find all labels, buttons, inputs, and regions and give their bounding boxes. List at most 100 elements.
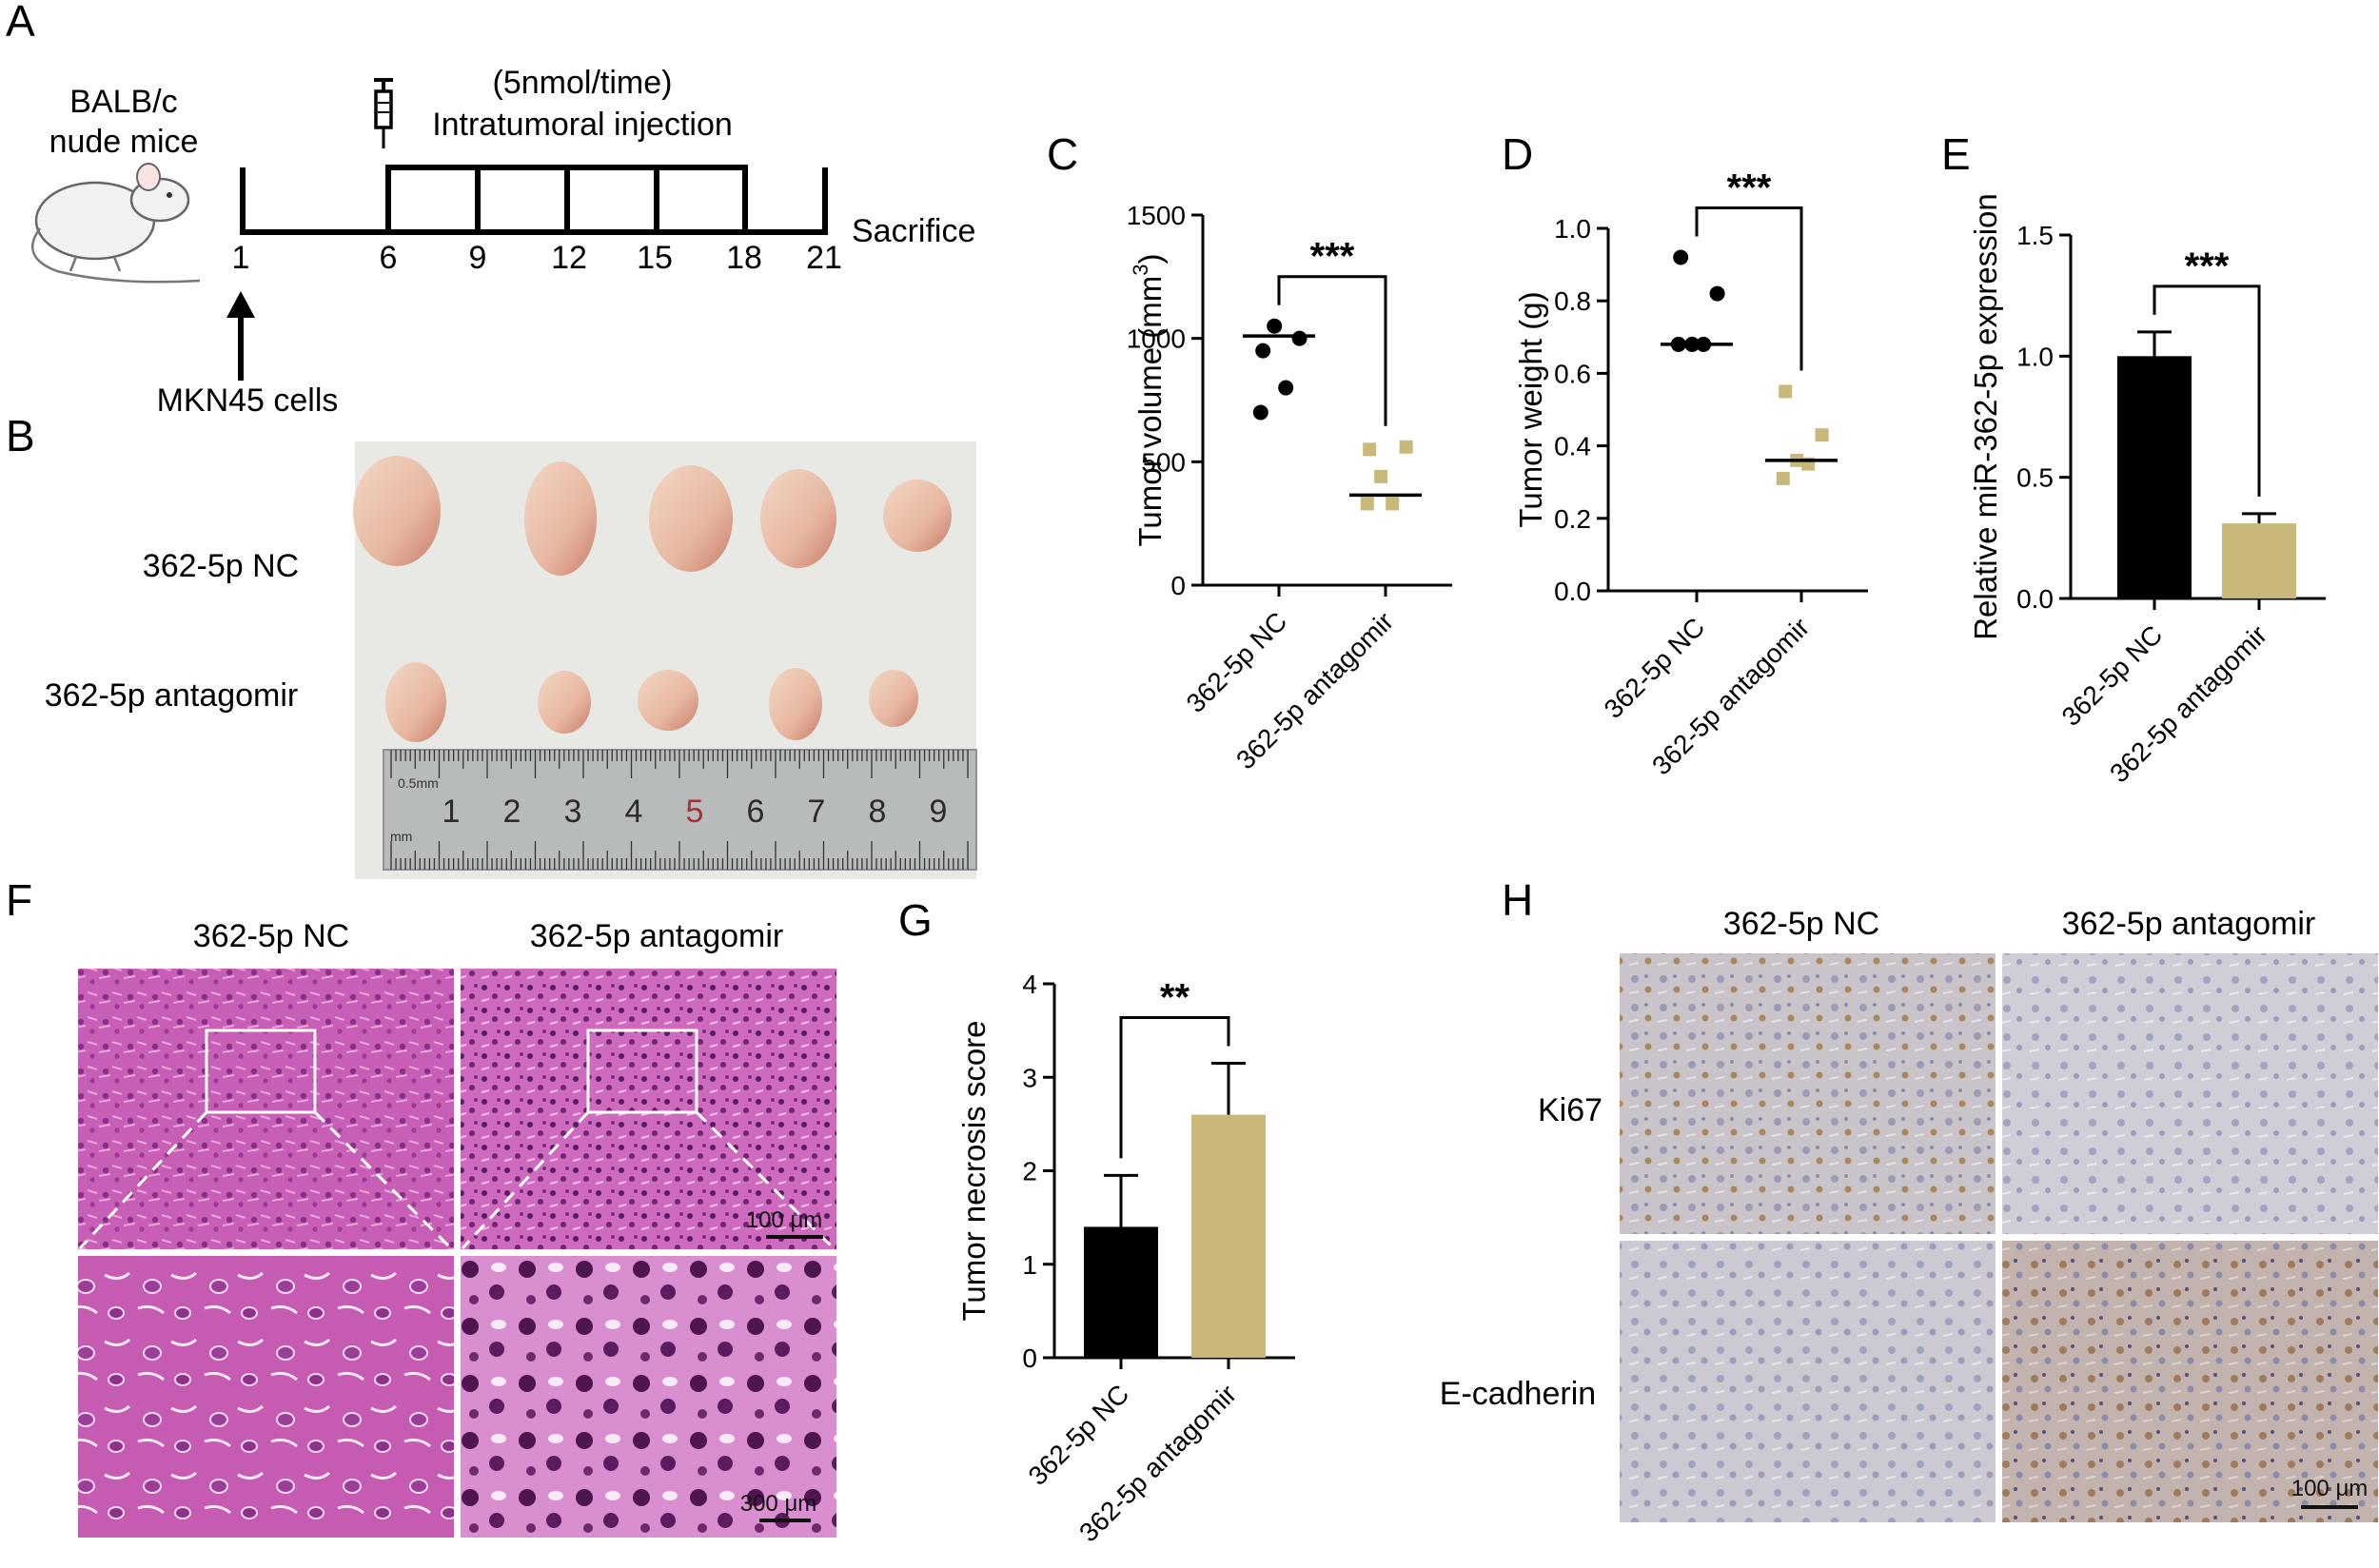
y-tick-label: 2 (1022, 1157, 1037, 1186)
panel-f-he-staining: 362-5p NC 362-5p antagomir 100 μm 300 μm (78, 918, 836, 1538)
data-point-antagomir (1776, 471, 1790, 485)
tumor-nc-1 (353, 456, 441, 566)
tumor-nc-5 (883, 480, 952, 552)
cells-label: MKN45 cells (157, 382, 339, 419)
significance-marker: ** (1160, 977, 1190, 1019)
bar-antagomir (1191, 1114, 1266, 1358)
tumor-ant-1 (385, 662, 446, 742)
data-point-antagomir (1374, 469, 1388, 483)
panel-a-schematic: BALB/c nude mice 1 6 9 12 15 18 21 Sacri… (30, 65, 975, 419)
ihc-ecad-nc (1620, 1241, 1996, 1522)
he-ant-inset-box (586, 1029, 698, 1114)
day-label-18: 18 (726, 240, 762, 276)
y-tick-label: 0.5 (2016, 463, 2054, 493)
y-tick-label: 0.8 (1554, 286, 1591, 316)
significance-bracket (1277, 275, 1387, 426)
ruler-number: 9 (930, 794, 948, 830)
h-row-label-ecadherin: E-cadherin (1440, 1376, 1596, 1412)
scale-label-300um-f: 300 μm (740, 1491, 817, 1517)
he-nc-overview (78, 969, 454, 1249)
panel-label-e: E (1941, 129, 1971, 179)
tumor-ant-5 (869, 670, 918, 727)
y-tick-label: 0 (1170, 571, 1186, 600)
he-antagomir-overview (461, 969, 836, 1249)
data-point-antagomir (1815, 428, 1829, 442)
y-tick-label: 1.0 (1554, 214, 1591, 244)
data-point-antagomir (1399, 440, 1413, 454)
bar-antagomir (2222, 523, 2296, 598)
data-point-antagomir (1386, 497, 1400, 511)
row-label-antagomir: 362-5p antagomir (45, 677, 299, 714)
ruler-number: 3 (564, 794, 582, 830)
ihc-ecad-antagomir (2002, 1241, 2378, 1522)
y-tick-label: 1000 (1127, 324, 1186, 354)
h-col-label-antagomir: 362-5p antagomir (2062, 906, 2316, 942)
data-point-nc (1291, 330, 1307, 346)
panel-label-f: F (6, 875, 32, 925)
y-tick-label: 1.0 (2016, 342, 2054, 371)
arrow-up-icon (226, 291, 255, 381)
y-tick-label: 4 (1022, 970, 1037, 999)
significance-marker: *** (1310, 236, 1355, 278)
day-label-9: 9 (469, 240, 487, 276)
ihc-ki67-antagomir (2002, 953, 2378, 1234)
panel-label-c: C (1047, 129, 1078, 179)
mouse-strain-label: BALB/c (69, 84, 177, 120)
x-category-label: 362-5p NC (1599, 612, 1711, 724)
day-label-15: 15 (637, 240, 673, 276)
day-label-21: 21 (806, 240, 842, 276)
he-nc-inset-box (205, 1029, 317, 1114)
h-row-label-ki67: Ki67 (1538, 1092, 1602, 1128)
y-tick-label: 0.4 (1554, 432, 1591, 461)
panel-label-g: G (898, 895, 933, 945)
data-point-antagomir (1779, 384, 1793, 399)
panel-h-ihc: 362-5p NC 362-5p antagomir Ki67 E-cadher… (1440, 906, 2378, 1522)
row-label-nc: 362-5p NC (143, 548, 299, 584)
ruler-unit-bottom: mm (390, 829, 412, 844)
he-antagomir-zoom (461, 1256, 836, 1538)
scale-label-100um-f: 100 μm (746, 1207, 823, 1233)
data-point-nc (1252, 404, 1268, 421)
y-axis-label: Tumor weight (g) (1513, 291, 1548, 527)
significance-bracket (2153, 284, 2261, 497)
panel-label-d: D (1502, 129, 1533, 179)
significance-bracket (1695, 206, 1803, 371)
y-tick-label: 1.5 (2016, 221, 2054, 250)
x-category-label: 362-5p NC (1181, 606, 1293, 718)
y-axis-label: Relative miR-362-5p expression (1968, 193, 2003, 640)
tumor-ant-3 (638, 670, 698, 731)
y-axis-label: Tumor necrosis score (956, 1020, 992, 1321)
ruler-number: 5 (686, 794, 704, 830)
injection-label: Intratumoral injection (432, 107, 733, 143)
y-tick-label: 500 (1141, 447, 1186, 477)
he-nc-zoom (78, 1256, 454, 1538)
day-label-12: 12 (551, 240, 587, 276)
day-label-6: 6 (380, 240, 398, 276)
bar-nc (2117, 356, 2192, 598)
data-point-nc (1709, 285, 1725, 302)
ruler-number: 8 (869, 794, 887, 830)
syringe-icon (374, 78, 393, 148)
tumor-nc-4 (760, 469, 836, 568)
f-col-label-nc: 362-5p NC (193, 918, 349, 954)
y-tick-label: 1 (1022, 1250, 1037, 1280)
panel-label-a: A (6, 0, 35, 46)
y-tick-label: 0.6 (1554, 359, 1591, 388)
ruler-number: 1 (442, 794, 461, 830)
tumor-nc-3 (649, 465, 733, 572)
mouse-type-label: nude mice (49, 124, 199, 160)
ruler-number: 4 (625, 794, 643, 830)
scale-label-100um-h: 100 μm (2291, 1476, 2369, 1501)
tumor-ant-2 (538, 671, 591, 734)
f-col-label-antagomir: 362-5p antagomir (530, 918, 784, 954)
y-axis-label: Tumor volume (mm3) (1129, 253, 1168, 546)
panel-b-tumor-photo: 362-5p NC 362-5p antagomir 0.5mm mm 1 2 3 4… (45, 441, 977, 879)
ihc-ki67-nc (1620, 953, 1996, 1234)
y-tick-label: 0.2 (1554, 504, 1591, 534)
y-tick-label: 0 (1022, 1343, 1037, 1373)
data-point-nc (1267, 318, 1283, 334)
data-point-antagomir (1363, 442, 1377, 457)
data-point-nc (1255, 343, 1271, 359)
